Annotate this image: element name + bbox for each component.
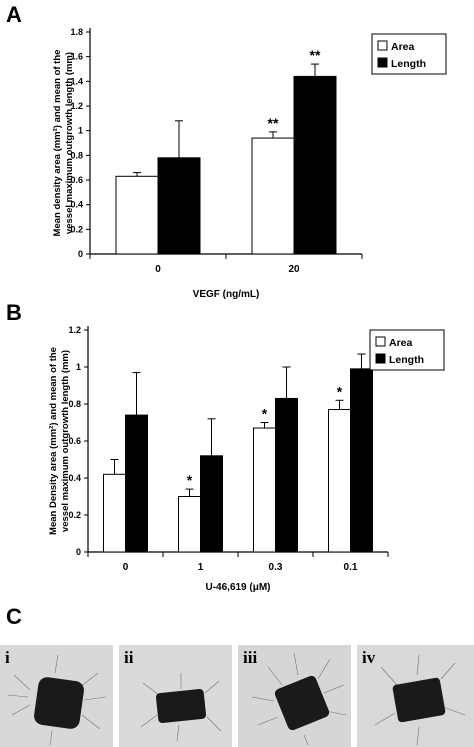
micrograph-iii-label: iii <box>243 648 258 667</box>
panel-a-letter: A <box>6 2 22 27</box>
chartb-xtick-label-1: 1 <box>198 562 204 573</box>
charta-xtick-label-1: 20 <box>288 264 300 275</box>
charta-ytick-label-7: 1.4 <box>70 76 83 86</box>
chartb-bar-area-0 <box>103 473 126 553</box>
chartb-bar-length-0 <box>125 414 148 553</box>
chartb-significance-area-3: * <box>337 383 343 399</box>
charta-xlabel: VEGF (ng/mL) <box>193 289 260 300</box>
chartb-xlabel: U-46,619 (μM) <box>205 582 270 593</box>
charta-xtick-label-0: 0 <box>155 264 161 275</box>
chartb-bar-length-3 <box>350 368 373 553</box>
charta-significance-length-1: ** <box>310 47 321 63</box>
chartb-bar-length-1 <box>200 455 223 553</box>
charta-legend-label-length: Length <box>391 58 426 70</box>
chartb-bar-area-2 <box>253 427 276 553</box>
charta-ytick-label-5: 1 <box>78 126 83 136</box>
micrograph-row: i ii iii <box>0 645 474 747</box>
micrograph-iv: iv <box>357 645 474 747</box>
charta-legend-swatch-area <box>377 40 388 51</box>
chartb-significance-area-1: * <box>187 472 193 488</box>
chartb-significance-area-2: * <box>262 406 268 422</box>
chartb-ytick-label-4: 0.8 <box>68 399 81 409</box>
chart-b: 0 0.2 0.4 0.6 0.8 1 1.2 0 1 * 0.3 * 0.1 * U-46,619 (μM… <box>48 325 445 593</box>
chartb-legend-swatch-length <box>375 353 386 364</box>
charta-ylabel-line-0: Mean density area (mm²) and mean of the <box>52 50 63 237</box>
micrograph-iii: iii <box>238 645 351 747</box>
charta-ytick-label-1: 0.2 <box>70 224 83 234</box>
chart-a: 0 0.2 0.4 0.6 0.8 1 1.2 1.4 1.6 1.8 0 20 ** ** VEGF (n… <box>52 27 447 300</box>
micrograph-ii: ii <box>119 645 232 747</box>
charta-legend-label-area: Area <box>391 41 415 53</box>
chartb-legend-label-area: Area <box>389 337 413 349</box>
chartb-legend-swatch-area <box>375 336 386 347</box>
chartb-xtick-label-3: 0.1 <box>344 562 358 573</box>
charta-ytick-label-4: 0.8 <box>70 150 83 160</box>
chartb-ylabel-line-0: Mean Density area (mm²) and mean of the <box>48 347 59 535</box>
chartb-bar-area-1 <box>178 496 201 553</box>
chartb-bar-length-2 <box>275 397 298 553</box>
charta-ytick-label-8: 1.6 <box>70 52 83 62</box>
micrograph-iv-image <box>357 645 474 747</box>
chartb-legend-label-length: Length <box>389 354 424 366</box>
charta-ytick-label-2: 0.4 <box>70 200 83 210</box>
charta-ytick-label-0: 0 <box>78 249 83 259</box>
charta-bar-length-1 <box>293 75 337 255</box>
charta-bar-length-0 <box>157 157 201 255</box>
micrograph-i: i <box>0 645 113 747</box>
chartb-ytick-label-2: 0.4 <box>68 473 81 483</box>
micrograph-iii-image <box>238 645 351 747</box>
charta-ytick-label-3: 0.6 <box>70 175 83 185</box>
micrograph-iv-label: iv <box>362 648 376 667</box>
chartb-ytick-label-1: 0.2 <box>68 510 81 520</box>
micrograph-ii-image <box>119 645 232 747</box>
chartb-xtick-label-2: 0.3 <box>269 562 283 573</box>
chartb-ylabel-line-1: vessel maximum outgrowth length (mm) <box>60 350 71 532</box>
chartb-ytick-label-6: 1.2 <box>68 325 81 335</box>
panel-c-letter: C <box>6 604 22 629</box>
charta-bar-area-0 <box>115 175 159 255</box>
chartb-xtick-label-0: 0 <box>123 562 129 573</box>
micrograph-i-image <box>0 645 113 747</box>
chartb-ytick-label-0: 0 <box>76 547 81 557</box>
charta-ylabel-line-1: vessel maximum outgrowth length (mm) <box>64 52 75 234</box>
micrograph-i-label: i <box>5 648 10 667</box>
charta-ytick-label-9: 1.8 <box>70 27 83 37</box>
charta-legend-swatch-length <box>377 57 388 68</box>
charta-significance-area-1: ** <box>268 115 279 131</box>
micrograph-ii-label: ii <box>124 648 134 667</box>
chartb-bar-area-3 <box>328 409 351 553</box>
charta-ytick-label-6: 1.2 <box>70 101 83 111</box>
chartb-ytick-label-3: 0.6 <box>68 436 81 446</box>
panel-b-letter: B <box>6 300 22 325</box>
charta-bar-area-1 <box>251 137 295 255</box>
chartb-ytick-label-5: 1 <box>76 362 81 372</box>
